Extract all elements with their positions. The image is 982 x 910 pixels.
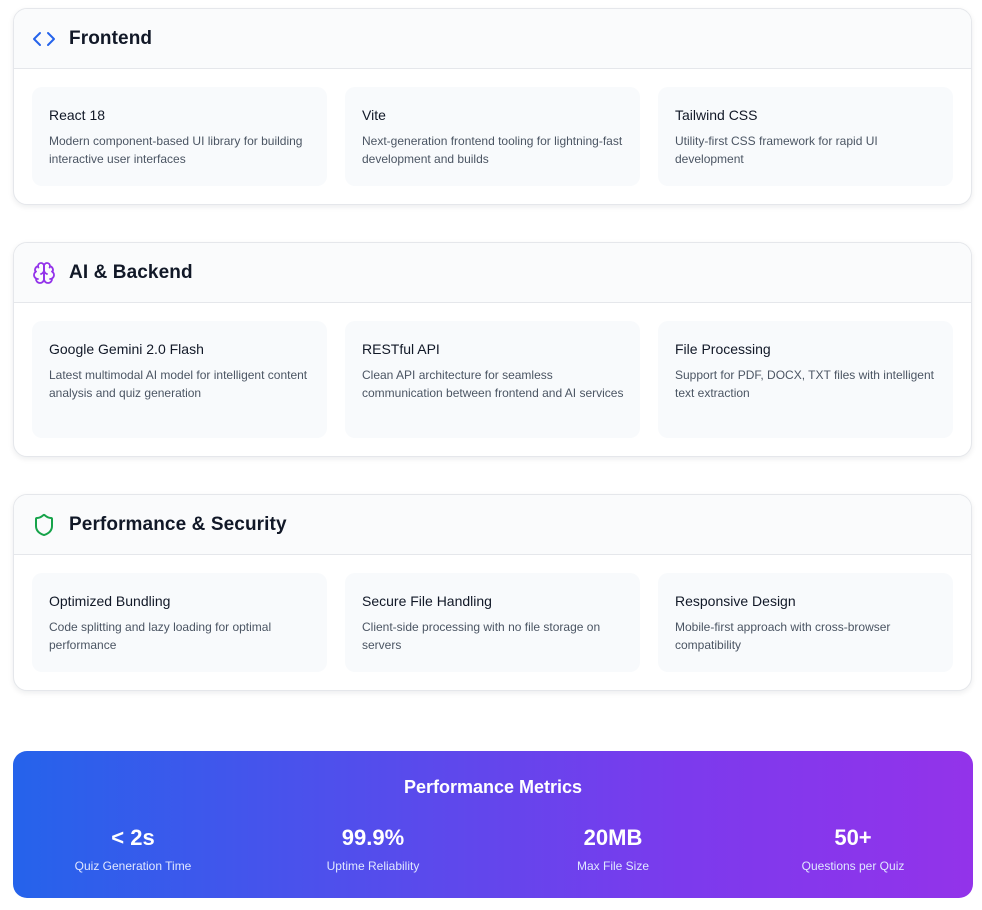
tech-card: React 18 Modern component-based UI libra… — [32, 87, 327, 186]
card-description: Mobile-first approach with cross-browser… — [675, 620, 891, 652]
card-title: RESTful API — [362, 341, 440, 357]
metric-value: < 2s — [111, 825, 155, 850]
card-title: Responsive Design — [675, 593, 796, 609]
metric-value: 99.9% — [341, 825, 405, 850]
card-description: Client-side processing with no file stor… — [362, 620, 601, 652]
section-performance-security: Performance & Security Optimized Bundlin… — [13, 494, 972, 691]
metrics-row: < 2s Quiz Generation Time 99.9% Uptime R… — [13, 824, 973, 873]
tech-card: Vite Next-generation frontend tooling fo… — [345, 87, 640, 186]
card-description: Code splitting and lazy loading for opti… — [49, 620, 272, 652]
metric-uptime: 99.9% Uptime Reliability — [253, 824, 493, 873]
section-title: AI & Backend — [69, 261, 193, 283]
tech-card: RESTful API Clean API architecture for s… — [345, 321, 640, 438]
metric-label: Questions per Quiz — [801, 859, 905, 873]
performance-metrics-banner: Performance Metrics < 2s Quiz Generation… — [13, 751, 973, 898]
card-title: React 18 — [49, 107, 106, 123]
tech-card: File Processing Support for PDF, DOCX, T… — [658, 321, 953, 438]
card-description: Next-generation frontend tooling for lig… — [362, 134, 623, 166]
tech-card: Google Gemini 2.0 Flash Latest multimoda… — [32, 321, 327, 438]
card-title: Optimized Bundling — [49, 593, 171, 609]
metric-generation-time: < 2s Quiz Generation Time — [13, 824, 253, 873]
metric-value: 20MB — [583, 825, 643, 850]
metric-label: Max File Size — [576, 859, 650, 873]
tech-card: Tailwind CSS Utility-first CSS framework… — [658, 87, 953, 186]
card-title: Secure File Handling — [362, 593, 492, 609]
section-title: Performance & Security — [69, 513, 287, 535]
metrics-title: Performance Metrics — [403, 777, 583, 797]
section-title: Frontend — [69, 27, 153, 49]
metric-label: Uptime Reliability — [326, 859, 420, 873]
card-title: Vite — [362, 107, 386, 123]
section-ai-backend: AI & Backend Google Gemini 2.0 Flash Lat… — [13, 242, 972, 457]
tech-card: Optimized Bundling Code splitting and la… — [32, 573, 327, 672]
card-description: Clean API architecture for seamless comm… — [362, 368, 624, 400]
card-description: Latest multimodal AI model for intellige… — [49, 368, 308, 400]
metric-max-file-size: 20MB Max File Size — [493, 824, 733, 873]
section-header: Performance & Security — [14, 495, 971, 555]
section-frontend: Frontend React 18 Modern component-based… — [13, 8, 972, 205]
card-title: Google Gemini 2.0 Flash — [49, 341, 204, 357]
metric-label: Quiz Generation Time — [74, 859, 192, 873]
card-title: File Processing — [675, 341, 771, 357]
card-description: Utility-first CSS framework for rapid UI… — [675, 134, 878, 166]
shield-icon — [32, 513, 56, 537]
metric-value: 50+ — [834, 825, 872, 850]
metric-questions-per-quiz: 50+ Questions per Quiz — [733, 824, 973, 873]
section-header: AI & Backend — [14, 243, 971, 303]
card-description: Support for PDF, DOCX, TXT files with in… — [675, 368, 934, 400]
card-title: Tailwind CSS — [675, 107, 758, 123]
brain-icon — [32, 261, 56, 285]
section-header: Frontend — [14, 9, 971, 69]
card-description: Modern component-based UI library for bu… — [49, 134, 303, 166]
code-icon — [32, 27, 56, 51]
tech-card: Responsive Design Mobile-first approach … — [658, 573, 953, 672]
tech-card: Secure File Handling Client-side process… — [345, 573, 640, 672]
